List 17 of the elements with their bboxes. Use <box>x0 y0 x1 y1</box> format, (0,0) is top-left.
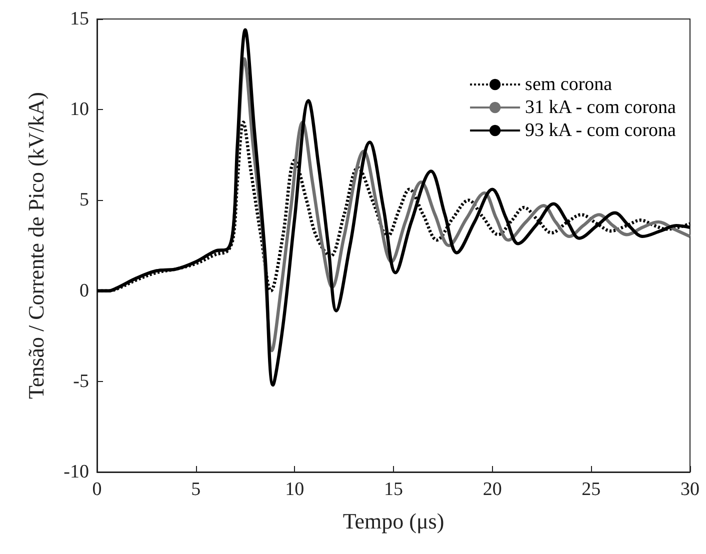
y-tick-label: 0 <box>80 280 89 302</box>
x-tick-label: 20 <box>482 479 502 500</box>
legend-label: 31 kA - com corona <box>525 97 677 118</box>
x-tick-label: 25 <box>582 479 601 500</box>
y-tick-label: 15 <box>70 8 89 30</box>
x-tick-label: 5 <box>191 479 201 500</box>
y-axis-title: Tensão / Corrente de Pico (kV/kA) <box>24 92 48 399</box>
y-tick-label: 5 <box>80 190 89 211</box>
x-tick-label: 30 <box>680 479 700 500</box>
x-axis-title: Tempo (μs) <box>342 508 444 534</box>
y-tick-label: -5 <box>73 370 89 392</box>
x-tick-label: 10 <box>285 479 304 500</box>
x-tick-label: 15 <box>384 479 403 500</box>
legend-label: sem corona <box>525 74 613 95</box>
y-tick-label: 10 <box>70 99 89 120</box>
legend-label: 93 kA - com corona <box>525 120 677 141</box>
y-tick-label: -10 <box>64 462 89 482</box>
